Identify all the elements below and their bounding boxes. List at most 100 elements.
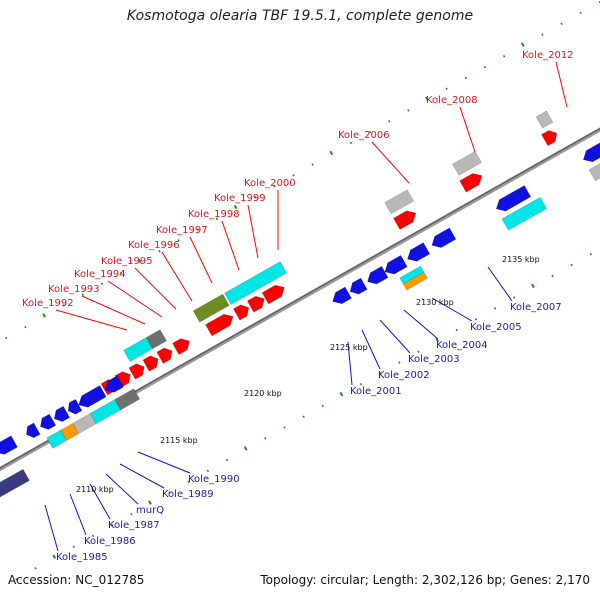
forward-gene-label: Kole_1994: [74, 269, 126, 280]
tick-mark: [311, 163, 314, 166]
tick-mark: [130, 512, 133, 516]
tick-mark: [292, 174, 295, 177]
tick-mark: [417, 350, 420, 353]
tick-mark: [196, 228, 199, 231]
forward-gene-arrow: [261, 284, 285, 305]
reverse-label-leader: [137, 451, 191, 474]
reverse-gene-arrow: [367, 265, 389, 285]
forward-gene-label: Kole_1997: [156, 225, 208, 236]
forward-gene-label: Kole_1999: [214, 193, 266, 204]
reverse-gene-arrow: [104, 375, 124, 393]
tick-mark: [100, 282, 104, 286]
forward-gene-arrow: [128, 363, 145, 380]
forward-label-leader: [555, 61, 568, 108]
tick-mark: [110, 523, 114, 527]
reverse-gene-label: Kole_2004: [436, 340, 488, 351]
tick-mark: [398, 361, 401, 364]
kbp-tick-label: 2130 kbp: [416, 298, 454, 307]
gray-gene-block: [452, 150, 482, 176]
label-leader-lines: [44, 61, 568, 552]
tick-mark: [72, 545, 76, 548]
tick-mark: [435, 337, 440, 343]
reverse-gene-arrow: [384, 255, 408, 275]
forward-gene-arrow: [142, 355, 159, 372]
forward-gene-label: Kole_2008: [426, 95, 478, 106]
genome-title: Kosmotoga olearia TBF 19.5.1, complete g…: [126, 8, 474, 24]
tick-mark: [359, 382, 363, 386]
tick-mark: [158, 249, 161, 253]
tick-mark: [148, 500, 152, 505]
forward-gene-label: Kole_1995: [101, 256, 153, 267]
tick-mark: [168, 491, 171, 494]
tick-mark: [42, 313, 46, 318]
forward-label-leader: [371, 141, 410, 184]
forward-gene-label: Kole_1992: [22, 298, 74, 309]
reverse-label-leader: [119, 463, 165, 489]
gene-features: [0, 110, 600, 498]
tick-mark: [589, 252, 593, 256]
olive-gene-block: [192, 293, 230, 323]
forward-gene-arrow: [172, 338, 190, 355]
tick-mark: [520, 42, 525, 47]
tick-mark: [474, 317, 478, 321]
reverse-gene-label: Kole_2007: [510, 302, 562, 313]
kbp-tick-label: 2120 kbp: [244, 389, 282, 398]
forward-gene-arrow: [246, 295, 265, 313]
rna-gene-block: [224, 261, 287, 305]
tick-mark: [531, 283, 535, 289]
tick-mark: [187, 480, 190, 483]
reverse-label-leader: [69, 493, 87, 536]
reverse-gene-label: Kole_1989: [162, 489, 214, 500]
kbp-tick-label: 2110 kbp: [76, 485, 114, 494]
reverse-label-leader: [347, 341, 353, 386]
forward-label-leader: [107, 280, 163, 318]
kbp-tick-labels: 2110 kbp 2115 kbp 2120 kbp 2125 kbp 2130 kbp…: [76, 255, 540, 494]
reverse-gene-arrow: [26, 422, 41, 439]
tick-mark: [34, 567, 37, 570]
reverse-gene-arrow: [349, 277, 368, 295]
gray-gene-block: [535, 110, 554, 129]
forward-gene-arrow: [459, 173, 483, 193]
reverse-gene-label: Kole_1990: [188, 474, 240, 485]
tick-mark: [407, 109, 410, 112]
forward-label-leader: [55, 309, 128, 331]
kbp-tick-label: 2125 kbp: [330, 343, 368, 352]
reverse-gene-arrow: [495, 185, 532, 212]
reverse-label-leader: [361, 329, 381, 370]
forward-gene-arrow: [205, 313, 234, 337]
tick-mark: [513, 296, 516, 299]
tick-mark: [379, 372, 382, 375]
tick-mark: [464, 76, 468, 80]
tick-mark: [24, 325, 27, 329]
tick-mark: [264, 437, 267, 440]
reverse-gene-arrow: [431, 227, 457, 248]
reverse-gene-label: murQ: [136, 505, 164, 516]
tick-mark: [339, 391, 344, 397]
forward-gene-arrow: [541, 130, 558, 147]
tick-mark: [425, 96, 429, 101]
reverse-label-leader: [431, 297, 473, 322]
orange-gene-block: [402, 271, 428, 291]
reverse-gene-arrow: [332, 286, 352, 304]
reverse-label-leader: [403, 309, 439, 340]
accession-text: Accession: NC_012785: [8, 573, 145, 587]
forward-gene-arrow: [156, 347, 173, 364]
reverse-gene-arrow: [407, 242, 431, 262]
forward-gene-label: Kole_1993: [48, 284, 100, 295]
reverse-gene-label: Kole_2003: [408, 354, 460, 365]
forward-label-leader: [459, 106, 476, 153]
tick-mark: [483, 65, 487, 69]
tick-mark: [455, 328, 458, 332]
tick-mark: [225, 458, 229, 462]
tick-mark: [52, 554, 57, 559]
forward-gene-label: Kole_2012: [522, 50, 574, 61]
forward-label-leader: [134, 267, 177, 310]
reverse-gene-label: Kole_2005: [470, 322, 522, 333]
reverse-label-leader: [89, 483, 111, 520]
reverse-gene-arrow: [40, 413, 57, 430]
gray-gene-block: [145, 329, 167, 350]
gray-gene-block: [588, 163, 600, 182]
reverse-gene-label: Kole_2002: [378, 370, 430, 381]
tick-mark: [493, 307, 497, 310]
kbp-tick-label: 2115 kbp: [160, 436, 198, 445]
